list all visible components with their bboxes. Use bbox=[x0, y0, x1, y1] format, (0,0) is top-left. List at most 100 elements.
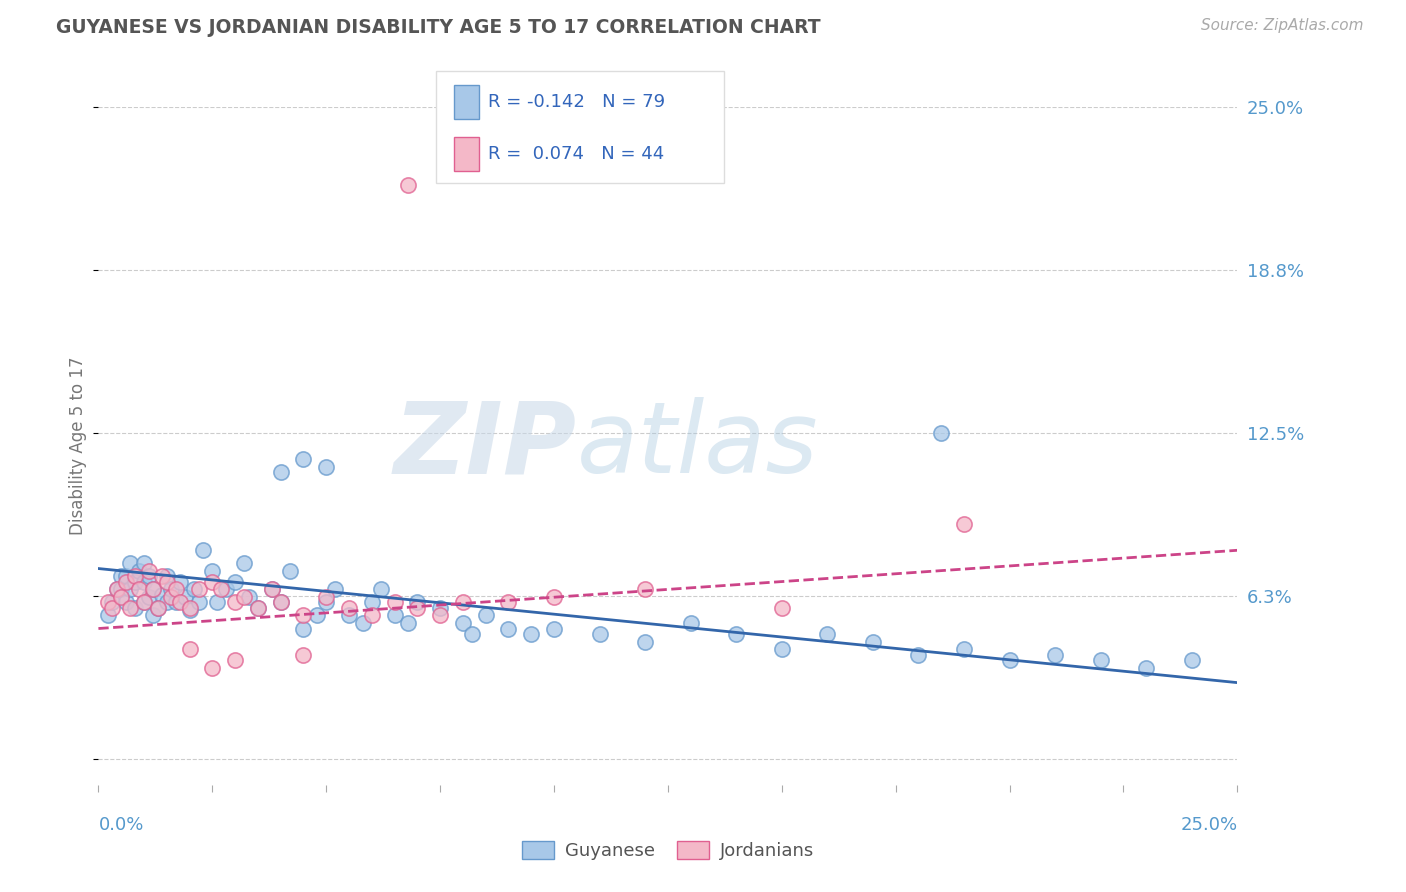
Point bbox=[292, 648, 315, 662]
Text: 25.0%: 25.0% bbox=[1180, 816, 1237, 834]
Point bbox=[278, 564, 301, 578]
Point bbox=[323, 582, 346, 597]
Point bbox=[96, 595, 118, 609]
Point bbox=[138, 591, 160, 605]
Point bbox=[429, 600, 451, 615]
Text: GUYANESE VS JORDANIAN DISABILITY AGE 5 TO 17 CORRELATION CHART: GUYANESE VS JORDANIAN DISABILITY AGE 5 T… bbox=[56, 18, 821, 37]
Point bbox=[146, 600, 169, 615]
Point bbox=[105, 582, 128, 597]
Point bbox=[132, 595, 155, 609]
Point bbox=[205, 595, 228, 609]
Point bbox=[770, 642, 793, 657]
Point bbox=[429, 608, 451, 623]
Point bbox=[201, 574, 224, 589]
Text: Source: ZipAtlas.com: Source: ZipAtlas.com bbox=[1201, 18, 1364, 33]
Text: ZIP: ZIP bbox=[394, 398, 576, 494]
Point bbox=[142, 582, 165, 597]
Point bbox=[679, 616, 702, 631]
Point bbox=[451, 616, 474, 631]
Point bbox=[520, 626, 543, 640]
Point bbox=[498, 595, 520, 609]
Text: 0.0%: 0.0% bbox=[98, 816, 143, 834]
Point bbox=[396, 616, 419, 631]
Point bbox=[307, 608, 329, 623]
Point bbox=[110, 582, 132, 597]
Point bbox=[315, 591, 337, 605]
Point bbox=[233, 591, 256, 605]
Point bbox=[132, 574, 155, 589]
Point bbox=[120, 582, 142, 597]
Point bbox=[1090, 653, 1112, 667]
Point bbox=[292, 622, 315, 636]
Point bbox=[224, 653, 246, 667]
Point bbox=[142, 582, 165, 597]
Point bbox=[260, 582, 283, 597]
Point bbox=[209, 582, 232, 597]
Point bbox=[360, 595, 382, 609]
Point bbox=[179, 603, 201, 617]
Point bbox=[128, 582, 150, 597]
Point bbox=[120, 557, 142, 571]
Point bbox=[124, 600, 146, 615]
Point bbox=[160, 591, 183, 605]
Point bbox=[543, 591, 565, 605]
Point bbox=[110, 569, 132, 583]
Point bbox=[156, 574, 179, 589]
Point bbox=[1181, 653, 1204, 667]
Point bbox=[169, 574, 191, 589]
Text: R =  0.074   N = 44: R = 0.074 N = 44 bbox=[488, 145, 664, 163]
Point bbox=[451, 595, 474, 609]
Point bbox=[179, 642, 201, 657]
Point bbox=[187, 582, 209, 597]
Point bbox=[110, 591, 132, 605]
Point bbox=[337, 608, 360, 623]
Point bbox=[384, 608, 406, 623]
Point bbox=[114, 569, 136, 583]
Point bbox=[128, 564, 150, 578]
Point bbox=[165, 582, 187, 597]
Point bbox=[124, 569, 146, 583]
Point bbox=[132, 557, 155, 571]
Point bbox=[315, 459, 337, 474]
Point bbox=[1043, 648, 1066, 662]
Point bbox=[193, 543, 215, 558]
Point bbox=[96, 608, 118, 623]
Point bbox=[224, 595, 246, 609]
Point bbox=[224, 574, 246, 589]
Point bbox=[770, 600, 793, 615]
Point bbox=[105, 582, 128, 597]
Point bbox=[396, 178, 419, 193]
Point bbox=[953, 642, 976, 657]
Point bbox=[815, 626, 838, 640]
Text: atlas: atlas bbox=[576, 398, 818, 494]
Point bbox=[998, 653, 1021, 667]
Y-axis label: Disability Age 5 to 17: Disability Age 5 to 17 bbox=[69, 357, 87, 535]
Point bbox=[260, 582, 283, 597]
Point bbox=[725, 626, 748, 640]
Point bbox=[142, 608, 165, 623]
Point bbox=[907, 648, 929, 662]
Point bbox=[1135, 660, 1157, 674]
Point bbox=[862, 634, 884, 648]
Point bbox=[174, 591, 197, 605]
Point bbox=[588, 626, 610, 640]
Point bbox=[270, 595, 292, 609]
Point bbox=[169, 595, 191, 609]
Point bbox=[634, 582, 657, 597]
Point bbox=[120, 600, 142, 615]
Point bbox=[270, 595, 292, 609]
Point bbox=[406, 595, 429, 609]
Point bbox=[146, 600, 169, 615]
Text: R = -0.142   N = 79: R = -0.142 N = 79 bbox=[488, 93, 665, 111]
Point bbox=[953, 517, 976, 532]
Point bbox=[315, 595, 337, 609]
Point bbox=[124, 574, 146, 589]
Point bbox=[498, 622, 520, 636]
Point bbox=[238, 591, 260, 605]
Point bbox=[114, 574, 136, 589]
Point bbox=[156, 595, 179, 609]
Point bbox=[384, 595, 406, 609]
Point bbox=[179, 600, 201, 615]
Point bbox=[352, 616, 374, 631]
Point bbox=[160, 582, 183, 597]
